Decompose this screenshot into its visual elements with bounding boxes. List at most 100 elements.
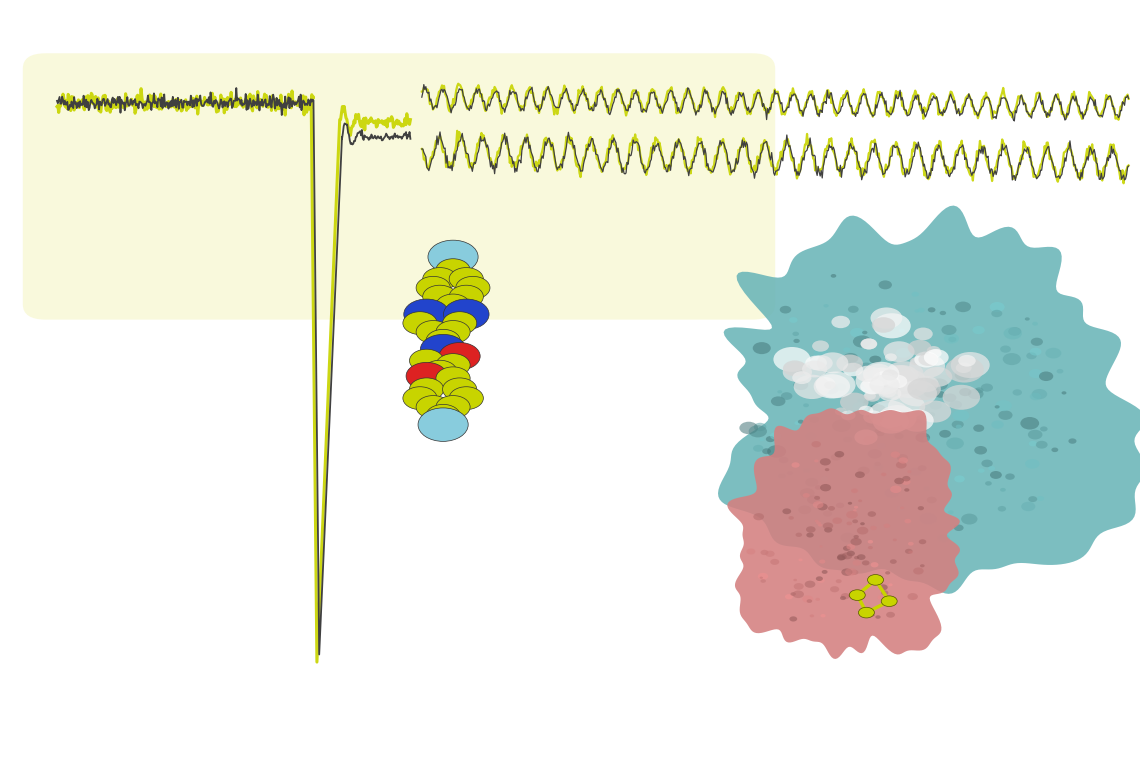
Circle shape — [894, 433, 904, 439]
Circle shape — [910, 354, 945, 378]
Circle shape — [907, 542, 913, 546]
Circle shape — [806, 527, 815, 533]
Circle shape — [435, 294, 470, 317]
Circle shape — [792, 371, 812, 384]
Circle shape — [763, 448, 771, 454]
Circle shape — [771, 559, 780, 565]
Circle shape — [913, 419, 922, 425]
Circle shape — [863, 435, 876, 444]
Circle shape — [992, 421, 1004, 428]
Circle shape — [866, 364, 891, 380]
Circle shape — [943, 385, 980, 409]
Circle shape — [754, 513, 764, 521]
Circle shape — [879, 584, 888, 591]
Circle shape — [1012, 390, 1021, 396]
Circle shape — [819, 524, 822, 527]
Circle shape — [815, 520, 819, 522]
Circle shape — [409, 378, 443, 401]
Circle shape — [831, 454, 841, 460]
Circle shape — [1005, 473, 1015, 480]
Circle shape — [814, 496, 820, 500]
Circle shape — [885, 361, 923, 387]
Circle shape — [861, 522, 865, 525]
Circle shape — [884, 524, 890, 528]
Circle shape — [861, 339, 878, 349]
Circle shape — [850, 538, 862, 546]
Circle shape — [954, 476, 964, 482]
Circle shape — [805, 355, 826, 370]
Circle shape — [840, 533, 855, 543]
Circle shape — [836, 579, 841, 583]
Circle shape — [913, 327, 933, 340]
Circle shape — [885, 488, 899, 498]
Circle shape — [954, 524, 963, 531]
Circle shape — [439, 342, 480, 370]
Circle shape — [959, 355, 976, 367]
Circle shape — [923, 349, 948, 366]
Circle shape — [855, 472, 865, 478]
Circle shape — [842, 363, 863, 376]
Circle shape — [809, 416, 819, 423]
Circle shape — [901, 409, 934, 431]
Circle shape — [1020, 417, 1040, 429]
Circle shape — [813, 501, 823, 508]
Circle shape — [868, 575, 884, 585]
Circle shape — [868, 540, 873, 543]
Circle shape — [767, 445, 787, 458]
Circle shape — [822, 570, 828, 574]
Circle shape — [919, 540, 927, 544]
Circle shape — [834, 451, 845, 457]
Circle shape — [816, 521, 821, 524]
Circle shape — [793, 583, 804, 590]
Circle shape — [760, 579, 766, 583]
Circle shape — [990, 471, 1002, 479]
Circle shape — [871, 614, 874, 616]
Circle shape — [809, 614, 814, 617]
Circle shape — [868, 546, 873, 549]
Circle shape — [990, 302, 1004, 312]
Circle shape — [896, 461, 906, 469]
Circle shape — [873, 409, 909, 434]
Circle shape — [435, 354, 470, 377]
Circle shape — [872, 370, 895, 384]
Circle shape — [840, 596, 846, 600]
Circle shape — [435, 259, 470, 282]
Circle shape — [773, 347, 811, 372]
Circle shape — [852, 372, 861, 378]
Circle shape — [865, 391, 880, 402]
Circle shape — [428, 240, 478, 274]
Circle shape — [918, 465, 927, 471]
Circle shape — [806, 433, 816, 440]
Circle shape — [771, 396, 785, 406]
Circle shape — [907, 593, 918, 600]
Circle shape — [874, 377, 890, 387]
Circle shape — [874, 462, 881, 466]
Circle shape — [887, 374, 907, 388]
Circle shape — [871, 562, 879, 568]
Circle shape — [872, 317, 895, 333]
Circle shape — [785, 594, 793, 600]
Circle shape — [402, 387, 437, 409]
Circle shape — [409, 349, 443, 372]
Circle shape — [909, 550, 913, 554]
Circle shape — [832, 419, 850, 432]
Circle shape — [857, 466, 870, 475]
Circle shape — [783, 361, 807, 376]
Circle shape — [836, 502, 845, 508]
Circle shape — [820, 546, 823, 547]
Circle shape — [783, 362, 812, 382]
Circle shape — [858, 408, 870, 416]
Circle shape — [880, 396, 890, 404]
Circle shape — [947, 510, 954, 514]
Circle shape — [815, 377, 836, 390]
Circle shape — [863, 398, 878, 409]
Circle shape — [895, 370, 926, 390]
Circle shape — [881, 388, 896, 397]
Circle shape — [882, 365, 915, 387]
Circle shape — [1008, 327, 1021, 336]
Circle shape — [854, 556, 860, 559]
Circle shape — [919, 355, 929, 363]
Circle shape — [903, 377, 910, 380]
Circle shape — [853, 560, 861, 565]
Circle shape — [759, 577, 763, 579]
